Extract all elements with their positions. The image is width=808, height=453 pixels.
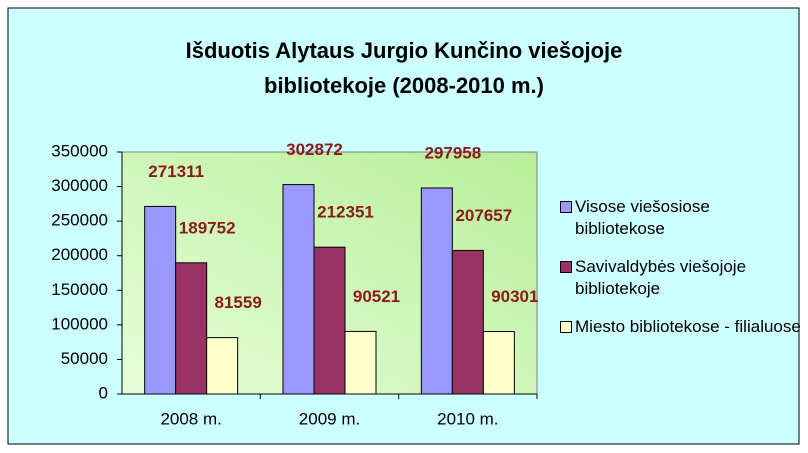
bar [144,205,177,395]
bar [451,249,484,395]
bar [282,184,315,395]
bar [313,246,346,395]
y-tick-label: 50000 [61,349,108,368]
data-label: 189752 [179,218,236,237]
bar [206,337,239,395]
x-tick-label: 2010 m. [437,409,498,428]
y-tick-label: 250000 [51,211,108,230]
bar [175,262,208,395]
x-tick-label: 2009 m. [299,409,360,428]
legend-swatch [560,321,572,333]
bar [482,331,515,395]
y-tick-label: 200000 [51,245,108,264]
legend-swatch [560,261,572,273]
legend-label: Visose viešosiose bibliotekose [575,197,710,238]
chart-title: Išduotis Alytaus Jurgio Kunčino viešojoj… [185,38,623,98]
data-label: 212351 [317,203,374,222]
y-tick-label: 100000 [51,314,108,333]
y-tick-label: 300000 [51,176,108,195]
legend-label: Miesto bibliotekose - filialuose [575,317,801,336]
data-label: 90301 [491,287,538,306]
data-label: 271311 [148,162,204,181]
y-tick-label: 0 [99,383,108,402]
data-label: 81559 [215,293,262,312]
bar [344,330,377,395]
y-tick-label: 350000 [51,141,108,160]
data-label: 207657 [455,206,512,225]
y-tick-label: 150000 [51,280,108,299]
legend-label: Savivaldybės viešojoje bibliotekoje [575,257,747,298]
data-label: 90521 [353,287,400,306]
data-label: 302872 [286,140,343,159]
legend-swatch [560,201,572,213]
data-label: 297958 [424,143,481,162]
bar [420,187,453,395]
x-tick-label: 2008 m. [160,409,221,428]
